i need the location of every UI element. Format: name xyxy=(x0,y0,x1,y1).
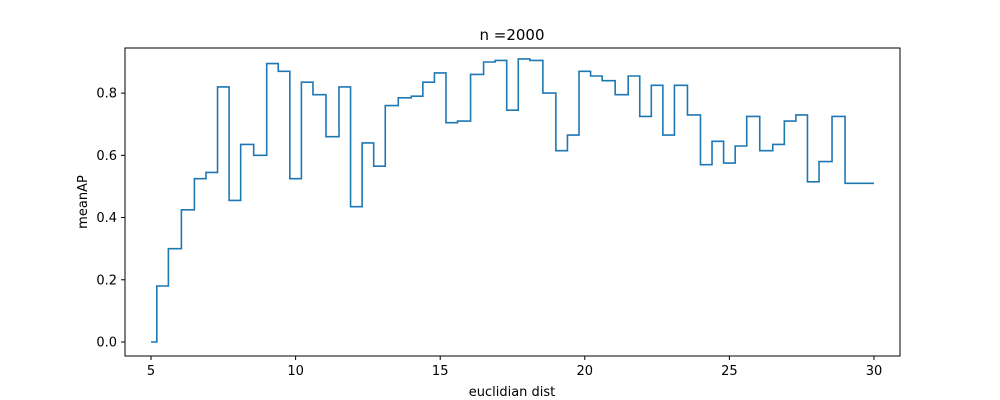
x-tick-label: 5 xyxy=(147,364,155,379)
x-tick-label: 15 xyxy=(432,364,449,379)
y-tick-label: 0.6 xyxy=(96,149,117,164)
plot-frame xyxy=(124,47,901,357)
ticks: 5 10 15 20 25 30 0.0 0.2 0.4 0.6 0.8 xyxy=(96,87,882,379)
x-tick-label: 20 xyxy=(577,364,594,379)
x-tick-label: 10 xyxy=(287,364,304,379)
x-tick-label: 30 xyxy=(866,364,883,379)
y-tick-label: 0.0 xyxy=(96,336,117,351)
y-tick-label: 0.8 xyxy=(96,87,117,102)
series-line xyxy=(151,58,874,343)
y-axis-label: meanAP xyxy=(76,175,91,229)
chart-title: n =2000 xyxy=(479,26,544,44)
x-tick-label: 25 xyxy=(721,364,738,379)
x-axis-label: euclidian dist xyxy=(469,385,556,400)
y-tick-label: 0.4 xyxy=(96,211,117,226)
y-tick-label: 0.2 xyxy=(96,273,117,288)
